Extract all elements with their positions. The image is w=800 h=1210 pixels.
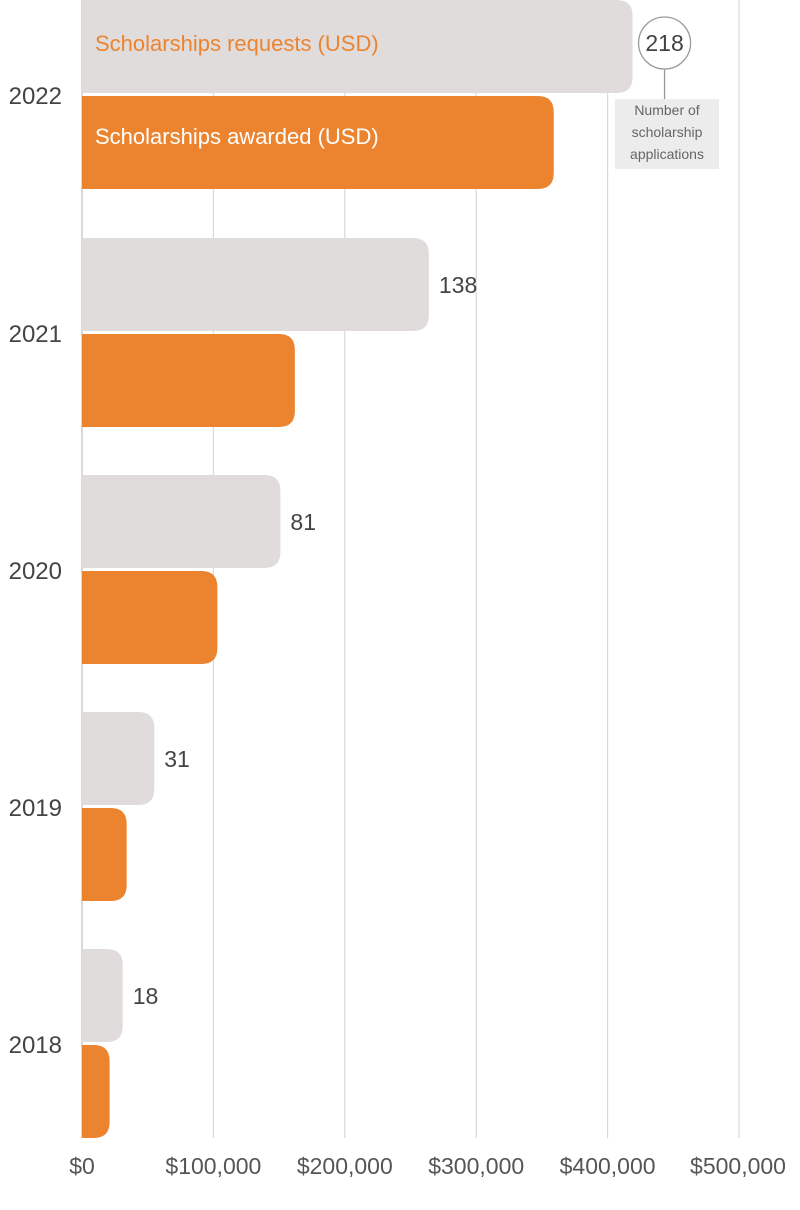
series-label-requests: Scholarships requests (USD) [95,31,379,56]
awarded-bar [82,334,295,427]
year-label: 2022 [9,83,62,110]
awarded-bar [82,571,218,664]
awarded-bar [82,96,554,189]
applications-note: Number of scholarship applications [615,99,719,169]
x-tick-label: $300,000 [428,1153,524,1179]
series-label-awarded: Scholarships awarded (USD) [95,124,379,149]
application-count: 218 [645,30,683,56]
application-count: 138 [439,272,477,298]
application-count: 31 [164,746,190,772]
request-bar [82,475,281,568]
gridlines [81,0,740,1138]
x-tick-label: $400,000 [560,1153,656,1179]
labels: $0 $100,000 $200,000 $300,000 $400,000 $500,0… [9,16,786,1179]
request-bar [82,712,155,805]
awarded-bar [82,1045,110,1138]
application-count: 81 [290,509,316,535]
year-label: 2019 [9,795,62,822]
year-label: 2018 [9,1032,62,1059]
year-label: 2020 [9,558,62,585]
request-bar [82,238,429,331]
x-tick-label: $0 [69,1153,95,1179]
x-tick-label: $200,000 [297,1153,393,1179]
awarded-bar [82,808,127,901]
year-label: 2021 [9,321,62,348]
x-tick-label: $500,000 [690,1153,786,1179]
application-count: 18 [133,983,159,1009]
request-bar [82,949,123,1042]
x-tick-label: $100,000 [165,1153,261,1179]
bars [82,0,633,1138]
request-bar [82,0,633,93]
